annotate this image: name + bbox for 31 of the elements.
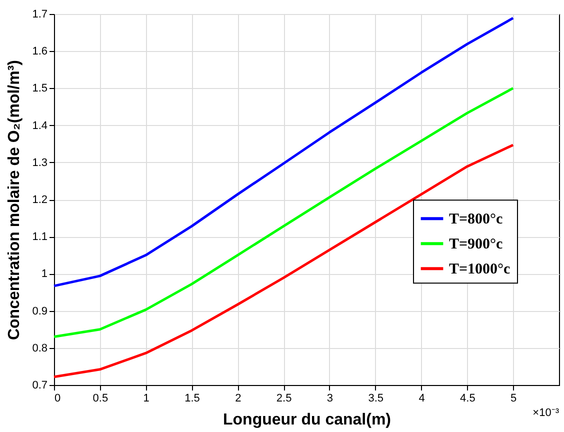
- x-tick-label: 0.5: [92, 392, 108, 404]
- line-series: [52, 86, 514, 338]
- x-tick-label: 2.5: [276, 392, 292, 404]
- y-tick-label: 1.6: [32, 46, 48, 58]
- y-tick-label: 1.2: [32, 194, 48, 206]
- x-tick-label: 1: [143, 392, 150, 404]
- y-tick-label: 0.8: [32, 342, 48, 354]
- legend-label: T=1000°c: [449, 262, 511, 278]
- x-tick-label: 4: [418, 392, 425, 404]
- y-tick-label: 1.3: [32, 156, 48, 169]
- y-tick-label: 1.5: [32, 82, 48, 95]
- y-axis-title: Concentration molaire de O₂(mol/m³): [6, 60, 24, 340]
- y-tick-label: 1.7: [32, 8, 48, 20]
- x-tick-label: 1.5: [184, 392, 200, 404]
- line-series: [52, 144, 514, 378]
- y-tick-label: 0.9: [32, 305, 48, 318]
- legend-label: T=900°c: [449, 236, 504, 253]
- text: ×10⁻³: [532, 407, 560, 419]
- x-tick-label: 3: [326, 392, 334, 404]
- x-tick-label: 5: [510, 392, 517, 404]
- y-tick-label: 1.1: [32, 231, 48, 244]
- line-series: [52, 16, 514, 288]
- x-tick-label: 2: [235, 392, 242, 404]
- x-tick-label: 3.5: [368, 392, 384, 404]
- legend-label: T=800°c: [449, 212, 504, 228]
- x-tick-label: 0: [54, 392, 61, 404]
- y-tick-label: 1.4: [32, 120, 48, 132]
- x-tick-label: 4.5: [460, 392, 476, 404]
- y-tick-label: 1: [41, 268, 48, 280]
- y-tick-label: 0.7: [32, 380, 48, 392]
- x-axis-title: Longueur du canal(m): [223, 412, 391, 428]
